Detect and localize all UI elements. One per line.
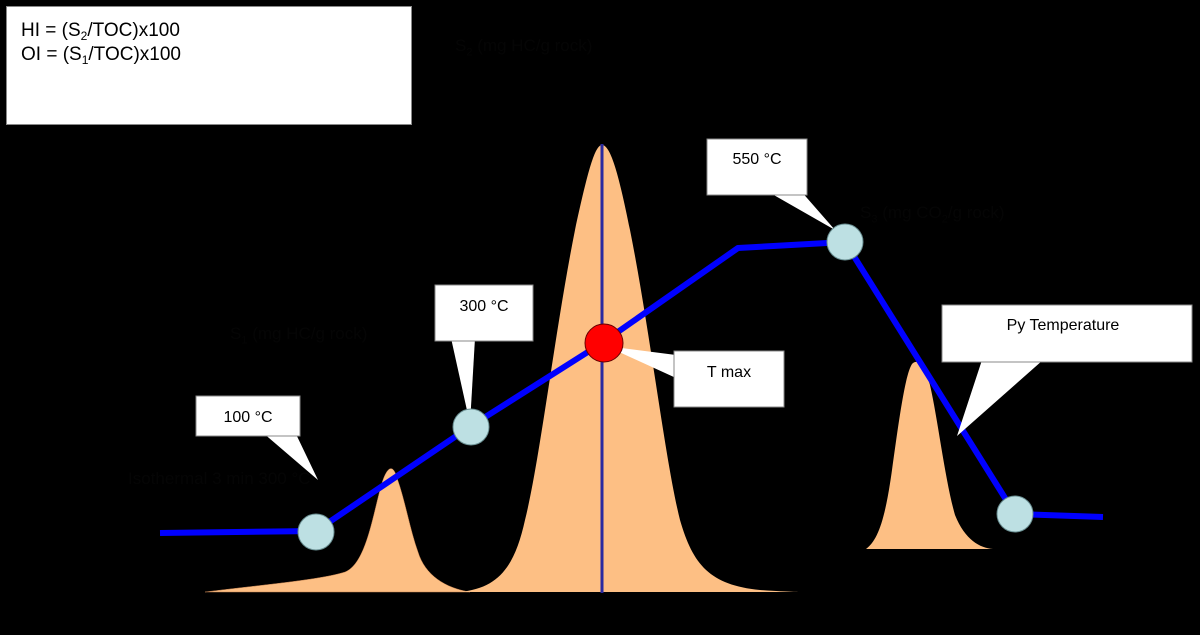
callout-300c-label: 300 °C [459, 298, 508, 315]
s1-label-suffix: (mg HC/g rock) [247, 324, 368, 343]
callout-100c-label: 100 °C [223, 409, 272, 426]
s3-label-prefix: S [860, 203, 872, 222]
s3-label-sub2: 2 [941, 213, 948, 226]
s2-label-suffix: (mg HC/g rock) [472, 36, 593, 55]
callout-100c: 100 °C [195, 395, 318, 480]
temperature-program-line [159, 239, 1104, 536]
s2-peak-label: S2 (mg HC/g rock) [455, 36, 592, 58]
marker-end [996, 495, 1034, 533]
s3-peak [866, 361, 993, 549]
hi-formula-suffix: /TOC)x100 [87, 20, 180, 41]
oi-formula: OI = (S1/TOC)x100 [21, 43, 411, 67]
marker-550c [826, 223, 864, 261]
oi-formula-suffix: /TOC)x100 [88, 44, 181, 65]
s3-peak-label: S3 (mg CO2/g rock) [860, 203, 1005, 225]
s1-label-prefix: S [230, 324, 242, 343]
hi-formula-prefix: HI = (S [21, 20, 81, 41]
isothermal-label: Isothermal 3 min 300 °C [128, 469, 311, 488]
s2-peak [460, 145, 800, 592]
hi-formula: HI = (S2/TOC)x100 [21, 19, 411, 43]
index-formula-box: HI = (S2/TOC)x100 OI = (S1/TOC)x100 [6, 6, 412, 125]
callout-550c: 550 °C [706, 138, 835, 230]
oi-formula-sub: 1 [81, 53, 89, 67]
s1-peak-label: S1 (mg HC/g rock) [230, 324, 367, 346]
s2-label-prefix: S [455, 36, 467, 55]
s3-label-sub: 3 [871, 213, 878, 226]
marker-100c [297, 513, 335, 551]
s2-label-sub: 2 [466, 46, 473, 59]
s1-peak [204, 468, 471, 593]
oi-formula-prefix: OI = (S [21, 44, 82, 65]
callout-py-temperature-label: Py Temperature [1007, 317, 1120, 334]
callout-py-temperature: Py Temperature [941, 304, 1193, 436]
s3-label-suffix2: /g rock) [947, 203, 1005, 222]
marker-tmax [584, 323, 624, 363]
marker-300c [452, 408, 490, 446]
s1-label-sub: 1 [241, 334, 248, 347]
s3-label-suffix: (mg CO [877, 203, 942, 222]
hi-formula-sub: 2 [80, 29, 88, 43]
callout-tmax: T max [606, 346, 785, 408]
callout-550c-label: 550 °C [732, 151, 781, 168]
callout-300c: 300 °C [434, 284, 534, 424]
callout-tmax-label: T max [707, 364, 751, 381]
